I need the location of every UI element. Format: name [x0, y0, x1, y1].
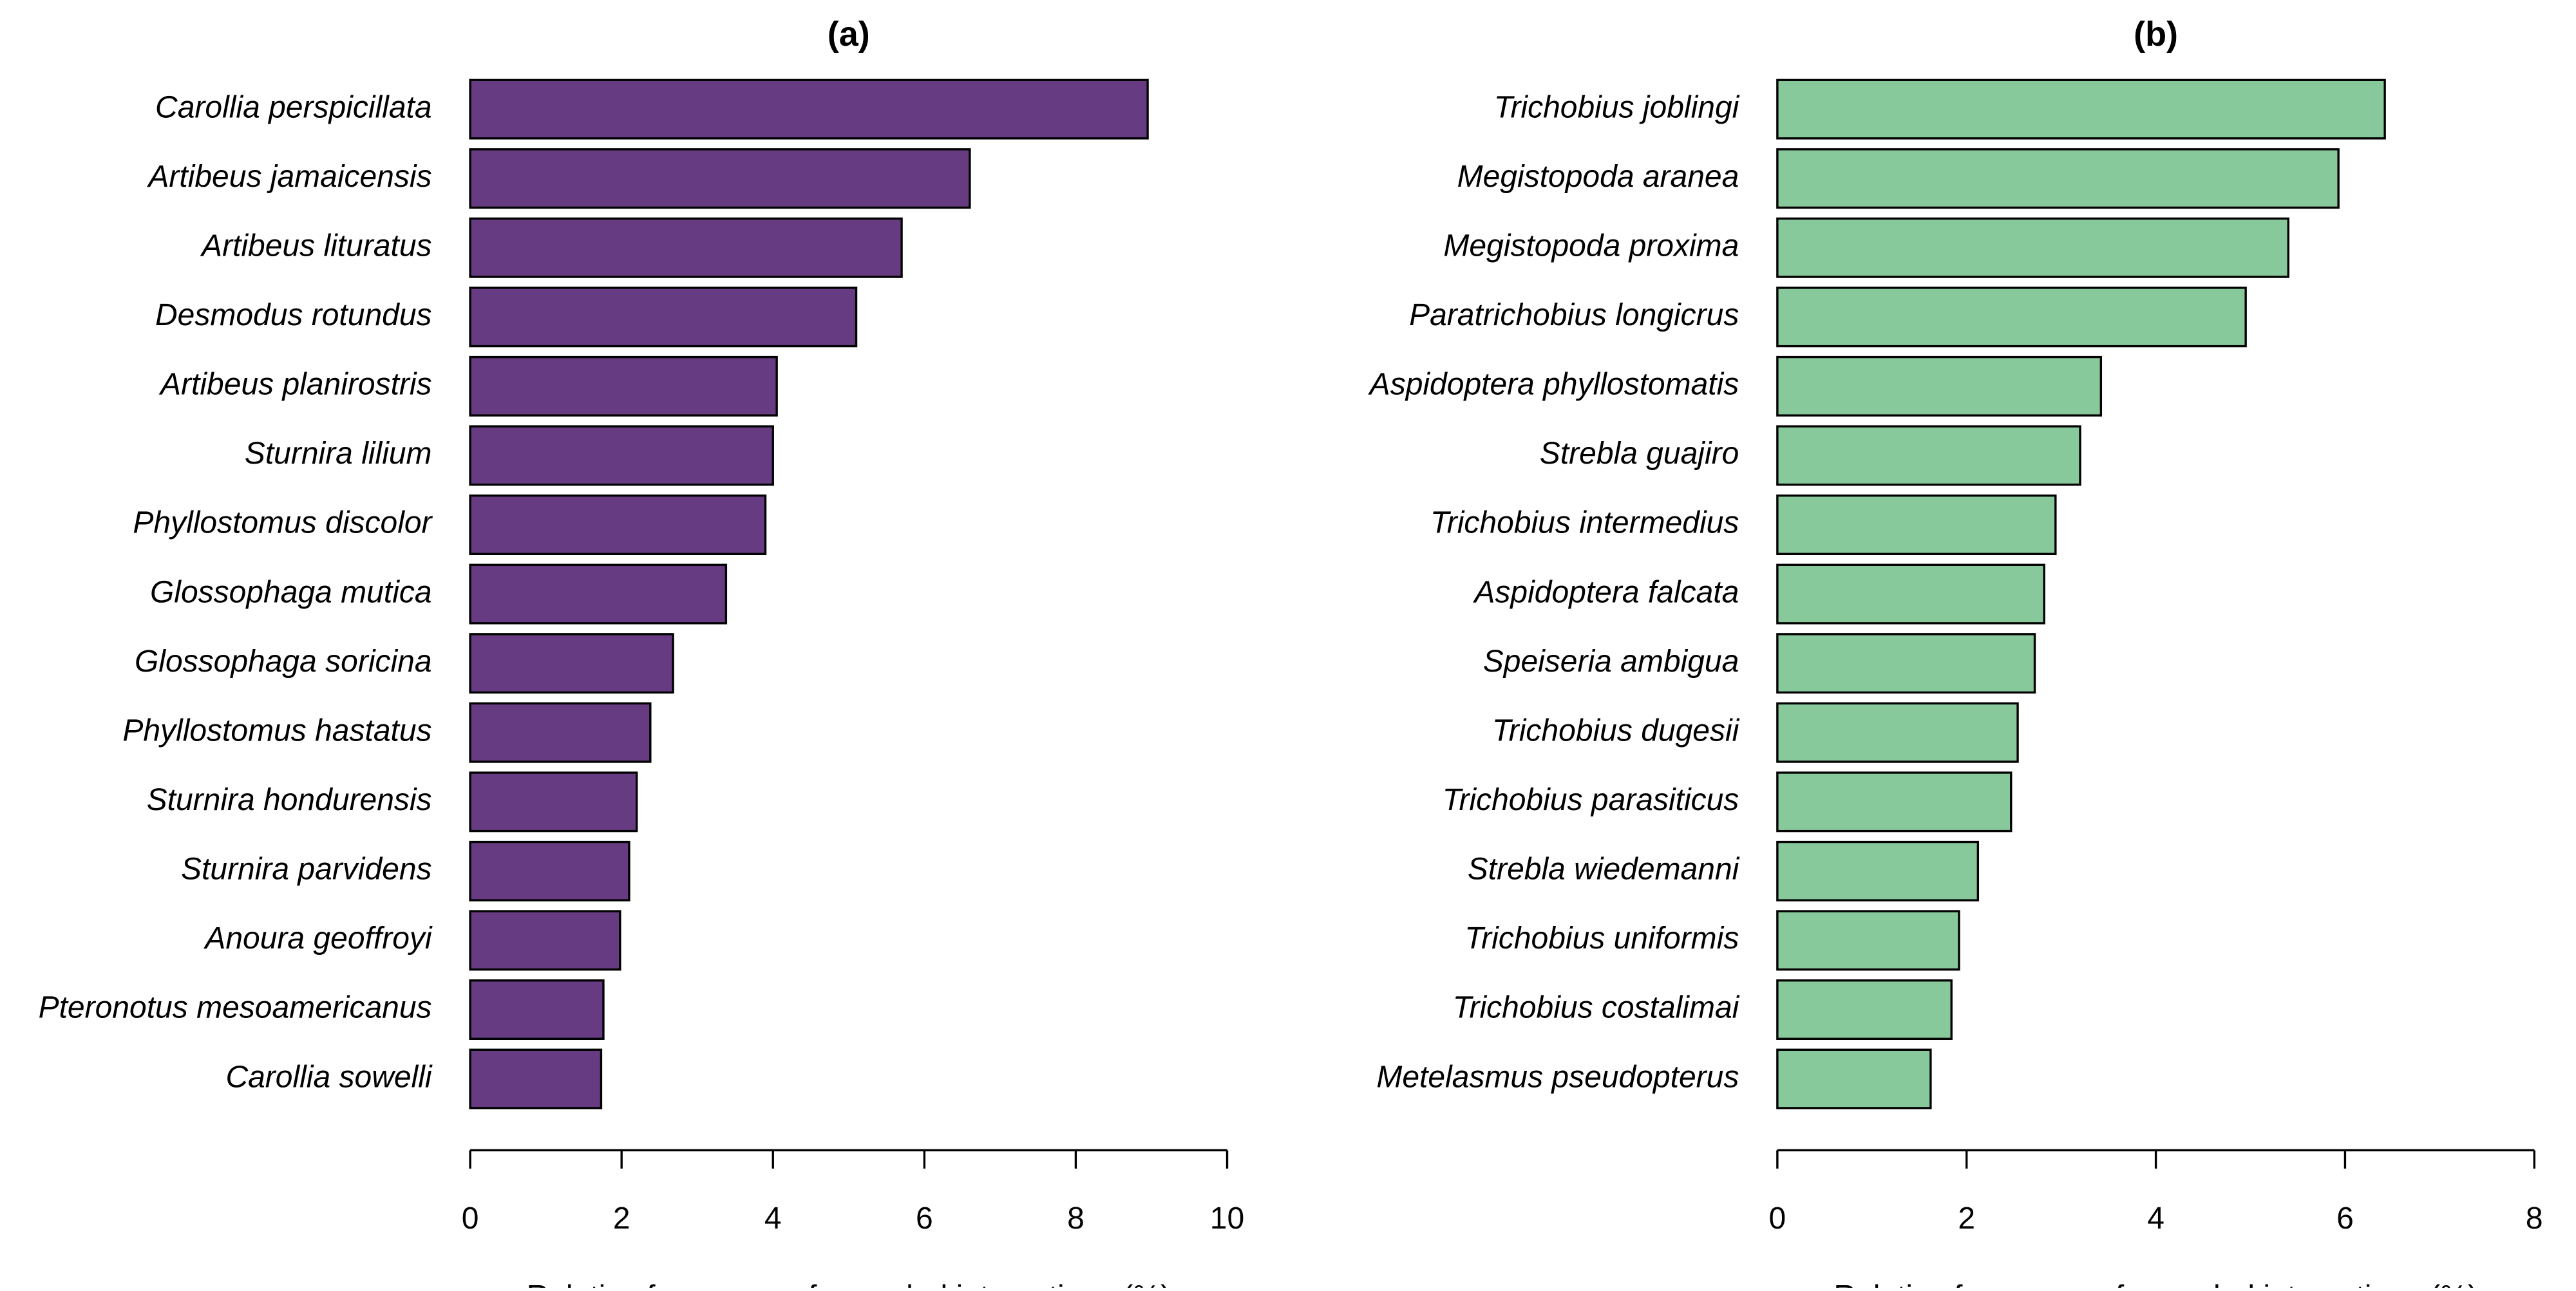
panel-b-category-label: Trichobius uniformis: [1464, 921, 1739, 956]
panel-a-bar: [469, 1048, 603, 1109]
panel-a-bar: [469, 702, 652, 763]
panel-b-x-tick-label: 6: [2336, 1201, 2354, 1236]
panel-a-bar: [469, 217, 903, 278]
panel-b-category-label: Speiseria ambigua: [1483, 645, 1739, 679]
panel-a-category-label: Sturnira hondurensis: [147, 783, 432, 817]
panel-b-bar: [1776, 217, 2289, 278]
panel-a-x-tick-label: 6: [916, 1201, 933, 1236]
panel-b-bar: [1776, 633, 2036, 694]
panel-a-category-label: Artibeus jamaicensis: [146, 160, 431, 194]
panel-b-bar: [1776, 1048, 1932, 1109]
panel-b-category-label: Paratrichobius longicrus: [1409, 298, 1739, 332]
panel-b-bar: [1776, 148, 2340, 209]
panel-b-bar: [1776, 840, 1980, 901]
panel-b-category-label: Trichobius parasiticus: [1443, 783, 1739, 817]
panel-a-bar: [469, 979, 605, 1041]
panel-a-category-label: Carollia sowelli: [225, 1060, 432, 1094]
panel-a-x-axis-title: Relative frequency of recorded interacti…: [527, 1280, 1171, 1288]
panel-b-bar: [1776, 702, 2019, 763]
panel-a-category-label: Sturnira parvidens: [181, 853, 432, 887]
panel-a-x-tick-label: 10: [1210, 1201, 1244, 1236]
panel-b-category-label: Trichobius joblingi: [1494, 90, 1740, 124]
panel-b-category-label: Trichobius dugesii: [1492, 713, 1740, 748]
panel-a-category-label: Glossophaga soricina: [135, 645, 432, 679]
panel-a-x-tick-label: 0: [462, 1201, 479, 1236]
panel-a-bar: [469, 840, 630, 901]
panel-a-category-label: Phyllostomus hastatus: [122, 713, 431, 748]
panel-a-category-label: Artibeus lituratus: [200, 229, 432, 263]
panel-a-bar: [469, 771, 638, 833]
panel-b-category-label: Strebla guajiro: [1540, 437, 1739, 471]
panel-a-category-label: Pteronotus mesoamericanus: [39, 991, 432, 1025]
panel-b-bar: [1776, 425, 2081, 486]
panel-b-category-label: Megistopoda aranea: [1457, 160, 1739, 194]
panel-b-category-label: Metelasmus pseudopterus: [1376, 1060, 1739, 1094]
panel-a-bar: [469, 355, 778, 417]
panel-b-bar: [1776, 771, 2012, 833]
panel-a-category-label: Desmodus rotundus: [155, 298, 432, 332]
panel-a-category-label: Sturnira lilium: [245, 437, 432, 471]
panel-a-category-label: Phyllostomus discolor: [133, 506, 433, 540]
panel-a-bar: [469, 148, 971, 209]
panel-a-bar: [469, 79, 1149, 140]
panel-b-category-label: Trichobius intermedius: [1430, 506, 1739, 540]
panel-a-bar: [469, 287, 858, 348]
panel-b-x-tick-label: 0: [1769, 1201, 1786, 1236]
panel-a-bar: [469, 495, 767, 556]
panel-b-x-axis-title: Relative frequency of recorded interacti…: [1833, 1280, 2477, 1288]
panel-b-title: (b): [2134, 15, 2178, 53]
panel-b-bar: [1776, 355, 2103, 417]
panel-a-bar: [469, 563, 728, 625]
panel-b-bar: [1776, 287, 2247, 348]
panel-b-category-label: Megistopoda proxima: [1443, 229, 1739, 263]
panel-b-bar: [1776, 563, 2045, 625]
panel-a-bar: [469, 633, 674, 694]
panel-a-category-label: Artibeus planirostris: [158, 368, 432, 402]
panel-a-category-label: Glossophaga mutica: [150, 575, 432, 609]
panel-b-bar: [1776, 79, 2386, 140]
panel-b-category-label: Aspidoptera falcata: [1472, 575, 1739, 609]
panel-b-category-label: Trichobius costalimai: [1453, 991, 1740, 1025]
panel-b-x-tick-label: 4: [2147, 1201, 2164, 1236]
panel-b-bar: [1776, 910, 1960, 971]
panel-a-x-tick-label: 8: [1067, 1201, 1084, 1236]
panel-a-x-tick-label: 2: [613, 1201, 630, 1236]
panel-b-x-tick-label: 2: [1958, 1201, 1975, 1236]
panel-a-x-tick-label: 4: [764, 1201, 782, 1236]
panel-b-bar: [1776, 979, 1953, 1041]
panel-a-category-label: Carollia perspicillata: [155, 90, 432, 124]
panel-a-bar: [469, 425, 774, 486]
panel-b-category-label: Strebla wiedemanni: [1468, 853, 1740, 887]
panel-a-title: (a): [828, 15, 870, 53]
panel-a-category-label: Anoura geoffroyi: [203, 921, 433, 956]
panel-b-bar: [1776, 495, 2057, 556]
panel-b-x-tick-label: 8: [2526, 1201, 2543, 1236]
panel-a-bar: [469, 910, 621, 971]
panel-b-category-label: Aspidoptera phyllostomatis: [1368, 368, 1739, 402]
